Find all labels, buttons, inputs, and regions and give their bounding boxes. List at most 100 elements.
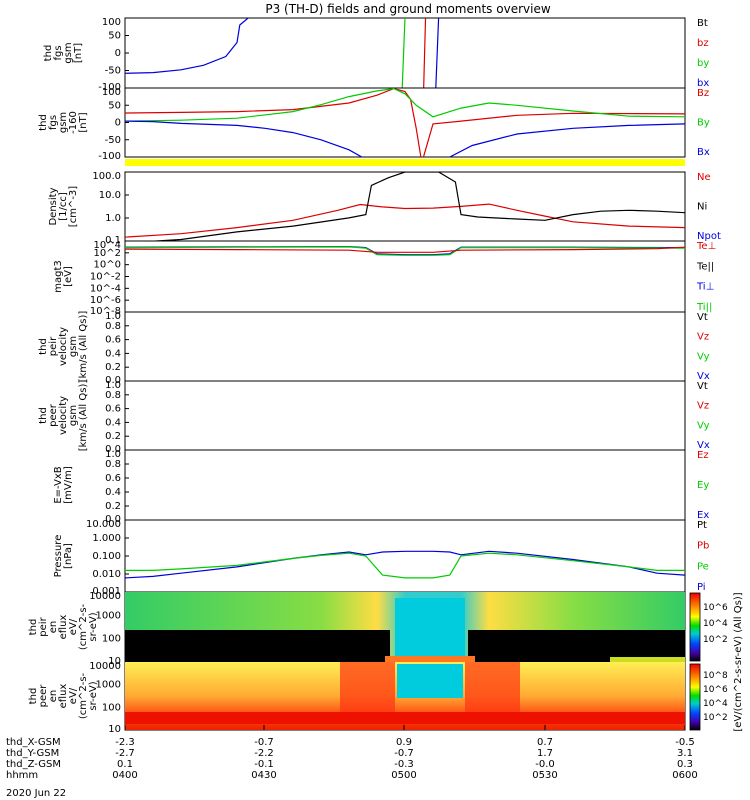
legend-item: Vy: [697, 351, 710, 362]
y-axis-label: thd: [38, 114, 49, 131]
y-tick-label: 1000: [96, 610, 121, 621]
y-axis-label: (cm^2-s-: [78, 603, 89, 650]
x-tick-label: -0.7: [254, 737, 274, 748]
x-tick-label: -2.7: [115, 748, 135, 759]
y-tick-label: 10^-8: [90, 306, 121, 317]
y-axis-label: sr-eV): [88, 612, 99, 641]
y-tick-label: 1.0: [105, 380, 121, 391]
y-tick-label: 0.4: [105, 487, 121, 498]
series-line-by: [401, 18, 406, 88]
y-tick-label: 0.8: [105, 321, 121, 332]
legend-item: Vz: [697, 332, 709, 343]
x-row-label: thd_Y-GSM: [6, 748, 59, 759]
panel-efield: 1.00.8 0.6 0.4 0.2 0.0 E=-VxB [mV/m] Ez Ey Ex: [53, 449, 709, 525]
y-axis-label: [nPa]: [63, 543, 74, 569]
y-tick-label: 50: [108, 31, 121, 42]
legend-item: Ni: [697, 202, 707, 213]
colorbar-label: [eV/(cm^2-s-sr-eV) (All Qs)]: [733, 592, 744, 731]
legend-item: Npot: [697, 231, 721, 242]
x-tick-label: 1.7: [537, 748, 553, 759]
x-tick-label: 0.7: [537, 737, 553, 748]
y-axis-label: [cm^-3]: [68, 186, 79, 227]
y-tick-label: 10.0: [99, 190, 121, 201]
y-axis-label: thd: [43, 45, 54, 62]
x-tick-label: 3.1: [677, 748, 693, 759]
y-tick-label: 0.6: [105, 335, 121, 346]
y-tick-label: -50: [105, 135, 121, 146]
y-tick-label: 0: [115, 48, 121, 59]
legend-item: Vt: [697, 312, 708, 323]
y-tick-label: 50: [108, 100, 121, 111]
legend-item: Pt: [697, 520, 707, 531]
y-tick-label: 10^-2: [90, 272, 121, 283]
colorbar: [eV/(cm^2-s-sr-eV) (All Qs)]: [689, 592, 744, 732]
legend-item: Ti⊥: [696, 282, 714, 293]
series-line-Bx: [125, 120, 685, 157]
y-axis-label: gsm: [58, 112, 69, 133]
y-tick-label: 0.0: [105, 514, 121, 525]
y-axis-label: [nT]: [78, 112, 89, 132]
figure-title: P3 (TH-D) fields and ground moments over…: [265, 2, 550, 16]
y-tick-label: 10.000: [86, 519, 121, 530]
y-axis-label: Pressure: [53, 535, 64, 578]
y-axis-label: peer: [48, 403, 59, 427]
x-tick-label: -0.1: [254, 759, 274, 770]
colorbar-tick: 10^2: [703, 635, 728, 645]
y-tick-label: 100: [102, 17, 121, 28]
y-axis-label: peir: [38, 616, 49, 636]
series-line-Te: [125, 246, 685, 253]
x-tick-label: 0600: [672, 770, 697, 781]
series-line-By: [125, 88, 685, 122]
panel-fgs-gsm: 100 50 0 -50 -100 thd fgs gsm [nT] Bt bz by bx: [43, 17, 709, 93]
y-axis-label: [km/s (All Qs)]: [78, 380, 89, 452]
y-tick-label: 0.0: [105, 444, 121, 455]
series-line-bx2: [435, 18, 440, 88]
panel-frame: [124, 311, 686, 382]
series-line-Ti||: [125, 246, 685, 256]
y-axis-label: peir: [48, 336, 59, 356]
x-tick-label: -0.7: [394, 748, 414, 759]
y-tick-label: 0.001: [92, 586, 121, 597]
y-tick-label: 0.8: [105, 390, 121, 401]
peir-spectrogram: [125, 592, 685, 662]
y-tick-label: 0.8: [105, 459, 121, 470]
legend-item: Pe: [697, 561, 709, 572]
y-axis-label: gsm: [63, 42, 74, 63]
x-tick-label: 0.9: [396, 737, 412, 748]
y-axis-label: fgs: [48, 115, 59, 130]
y-tick-label: -100: [98, 151, 121, 162]
y-axis-label: velocity: [58, 327, 69, 366]
y-tick-label: 0.2: [105, 501, 121, 512]
x-tick-label: 0430: [251, 770, 276, 781]
y-tick-label: 100: [102, 87, 121, 98]
y-tick-label: 1000: [96, 680, 121, 691]
panel-peer-velocity: 1.00.8 0.6 0.4 0.2 0.0 thd peer velocity gsm [km/…: [38, 380, 710, 455]
panel-frame: [124, 87, 686, 158]
y-tick-label: 0.2: [105, 431, 121, 442]
y-axis-label: (cm^2-s-: [78, 672, 89, 719]
y-tick-label: 10: [108, 656, 121, 667]
y-axis-label: -160: [68, 111, 79, 134]
y-axis-label: thd: [38, 338, 49, 355]
legend-item: Bx: [697, 147, 710, 158]
y-axis-label: [mV/m]: [63, 466, 74, 504]
panel-frame: [124, 449, 686, 521]
y-tick-label: 10^2: [94, 248, 121, 259]
legend-item: Ey: [697, 480, 709, 491]
series-line-Bz: [125, 88, 685, 157]
y-axis-label: sr-eV): [88, 681, 99, 710]
x-tick-label: 0530: [532, 770, 557, 781]
colorbar-tick: 10^6: [703, 603, 728, 613]
y-tick-label: 100: [102, 634, 121, 645]
y-tick-label: 1.000: [92, 533, 121, 544]
x-tick-label: -0.5: [675, 737, 695, 748]
series-line-Pi: [125, 550, 685, 579]
panel-magt3: 10^410^210^010^-210^-410^-610^-8 magt3 [eV…: [53, 240, 716, 317]
y-tick-label: 1.0: [105, 213, 121, 224]
y-tick-label: 0.6: [105, 473, 121, 484]
y-tick-label: 10^-4: [90, 283, 121, 294]
y-axis-label: gsm: [68, 336, 79, 357]
series-line-bz: [423, 18, 427, 88]
y-tick-label: 100: [102, 702, 121, 713]
